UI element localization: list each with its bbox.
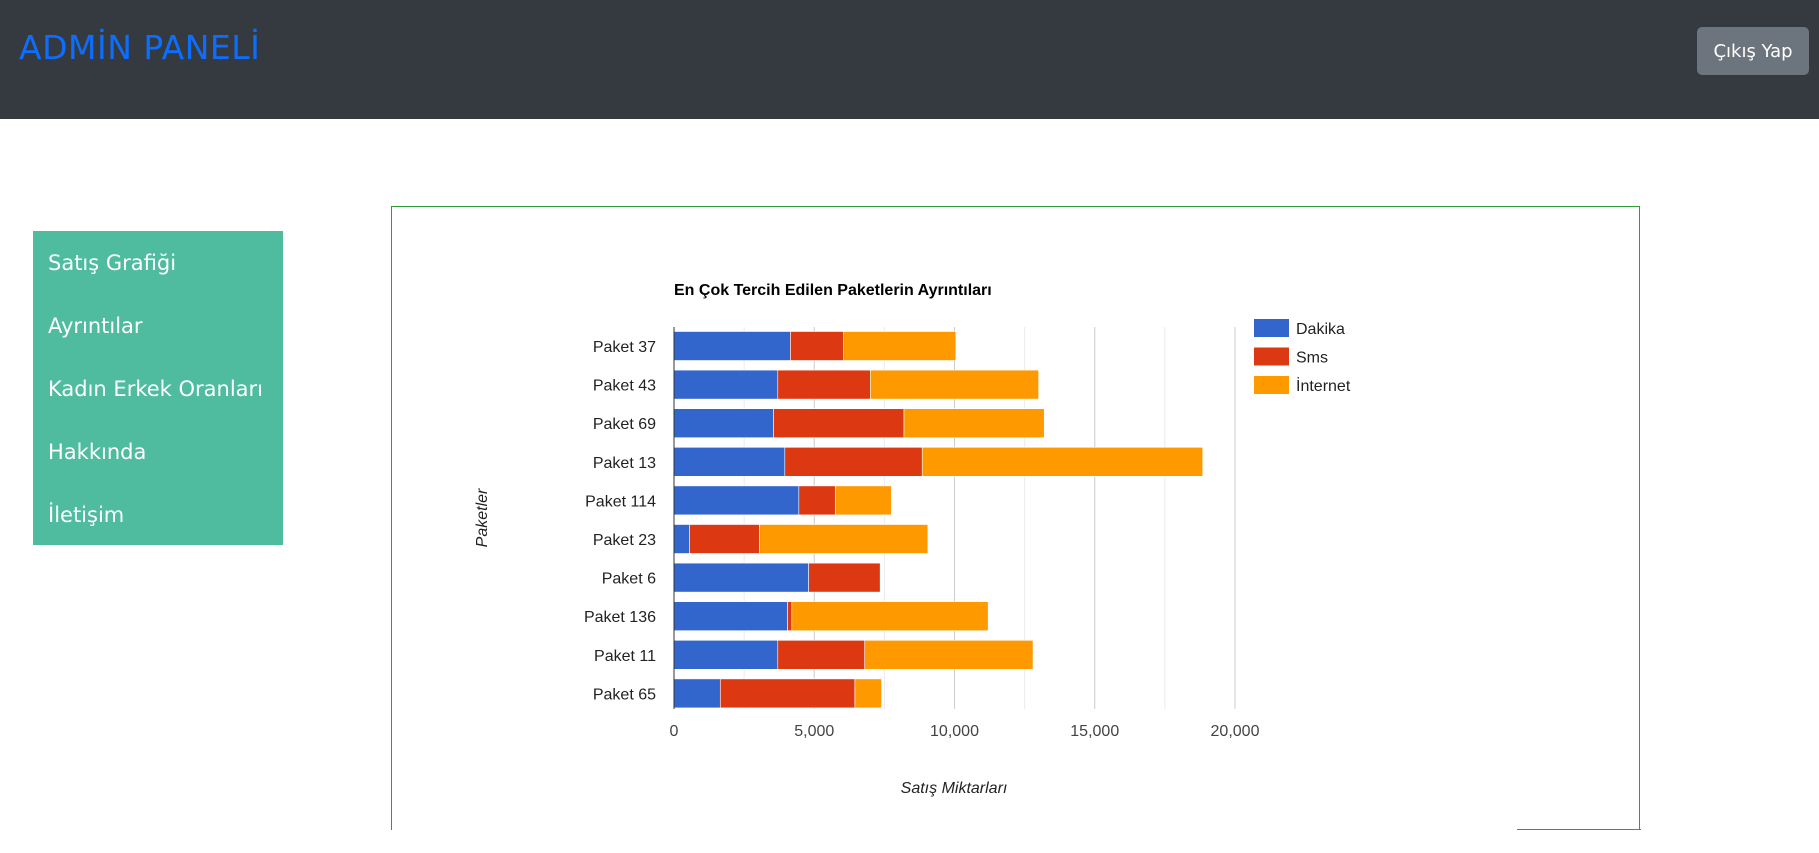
x-tick-label: 5,000 bbox=[794, 723, 834, 740]
legend-label[interactable]: İnternet bbox=[1296, 376, 1351, 395]
y-tick-labels: Paket 37 Paket 43 Paket 69 Paket 13 Paket 11… bbox=[584, 339, 656, 703]
sidebar-menu: Satış Grafiği Ayrıntılar Kadın Erkek Ora… bbox=[33, 231, 283, 545]
y-tick-label: Paket 114 bbox=[585, 493, 656, 510]
bar-dakika-4[interactable] bbox=[673, 485, 800, 516]
bar-dakika-0[interactable] bbox=[673, 331, 791, 361]
sidebar-item-details[interactable]: Ayrıntılar bbox=[48, 314, 143, 338]
x-tick-labels: 0 5,000 10,000 15,000 20,000 bbox=[670, 723, 1260, 740]
bar-sms-9[interactable] bbox=[719, 678, 856, 709]
bar-internet-0[interactable] bbox=[843, 331, 957, 361]
bar-dakika-7[interactable] bbox=[673, 601, 788, 632]
bar-dakika-5[interactable] bbox=[673, 524, 690, 554]
bar-dakika-9[interactable] bbox=[673, 678, 721, 709]
legend-swatch bbox=[1254, 319, 1289, 337]
x-tick-label: 15,000 bbox=[1070, 723, 1119, 740]
bar-dakika-6[interactable] bbox=[673, 562, 809, 593]
bar-dakika-3[interactable] bbox=[673, 447, 786, 477]
bar-sms-7[interactable] bbox=[787, 601, 793, 632]
bar-internet-2[interactable] bbox=[903, 408, 1045, 438]
logout-button[interactable]: Çıkış Yap bbox=[1697, 27, 1809, 75]
y-tick-label: Paket 37 bbox=[593, 339, 656, 356]
bar-sms-0[interactable] bbox=[790, 331, 845, 361]
bar-sms-1[interactable] bbox=[777, 369, 871, 400]
top-navbar: ADMİN PANELİ Çıkış Yap bbox=[0, 0, 1819, 119]
chart-legend: Dakika Sms İnternet bbox=[1254, 319, 1351, 395]
bar-internet-7[interactable] bbox=[791, 601, 989, 632]
x-tick-label: 20,000 bbox=[1211, 723, 1260, 740]
bar-sms-2[interactable] bbox=[773, 408, 905, 438]
bars bbox=[673, 331, 1204, 709]
chart-title: En Çok Tercih Edilen Paketlerin Ayrıntıl… bbox=[674, 282, 992, 299]
sidebar-item-contact[interactable]: İletişim bbox=[48, 503, 125, 527]
bar-internet-5[interactable] bbox=[759, 524, 929, 554]
bar-sms-3[interactable] bbox=[784, 447, 923, 477]
bar-sms-8[interactable] bbox=[777, 639, 866, 670]
bar-dakika-8[interactable] bbox=[673, 639, 779, 670]
y-tick-label: Paket 13 bbox=[593, 455, 656, 472]
brand-title[interactable]: ADMİN PANELİ bbox=[19, 28, 261, 67]
bar-dakika-1[interactable] bbox=[673, 369, 779, 400]
bar-internet-3[interactable] bbox=[921, 447, 1204, 477]
bar-sms-4[interactable] bbox=[798, 485, 836, 516]
bar-internet-9[interactable] bbox=[854, 678, 882, 709]
y-axis-title: Paketler bbox=[474, 488, 491, 547]
y-tick-label: Paket 23 bbox=[593, 532, 656, 549]
y-tick-label: Paket 6 bbox=[602, 571, 656, 588]
y-tick-label: Paket 69 bbox=[593, 416, 656, 433]
y-tick-label: Paket 43 bbox=[593, 378, 656, 395]
y-tick-label: Paket 136 bbox=[584, 609, 656, 626]
bar-internet-4[interactable] bbox=[834, 485, 892, 516]
bar-dakika-2[interactable] bbox=[673, 408, 774, 438]
sidebar-item-sales-chart[interactable]: Satış Grafiği bbox=[48, 251, 177, 275]
sidebar-item-about[interactable]: Hakkında bbox=[48, 440, 147, 464]
bar-sms-5[interactable] bbox=[689, 524, 760, 554]
chart-container: En Çok Tercih Edilen Paketlerin Ayrıntıl… bbox=[391, 206, 1640, 830]
x-axis-title: Satış Miktarları bbox=[901, 780, 1008, 797]
legend-swatch bbox=[1254, 347, 1289, 366]
bar-sms-6[interactable] bbox=[808, 562, 881, 593]
legend-swatch bbox=[1254, 376, 1289, 394]
chart-box-bottom-border bbox=[1517, 829, 1641, 830]
y-tick-label: Paket 11 bbox=[594, 648, 656, 665]
bar-internet-1[interactable] bbox=[870, 369, 1039, 400]
sidebar-item-gender-ratios[interactable]: Kadın Erkek Oranları bbox=[48, 377, 264, 401]
x-tick-label: 10,000 bbox=[930, 723, 979, 740]
y-tick-label: Paket 65 bbox=[593, 686, 656, 703]
stacked-bar-chart: En Çok Tercih Edilen Paketlerin Ayrıntıl… bbox=[474, 282, 1351, 797]
bar-internet-8[interactable] bbox=[864, 639, 1034, 670]
legend-label[interactable]: Dakika bbox=[1296, 321, 1345, 338]
x-tick-label: 0 bbox=[670, 723, 679, 740]
legend-label[interactable]: Sms bbox=[1296, 350, 1328, 367]
